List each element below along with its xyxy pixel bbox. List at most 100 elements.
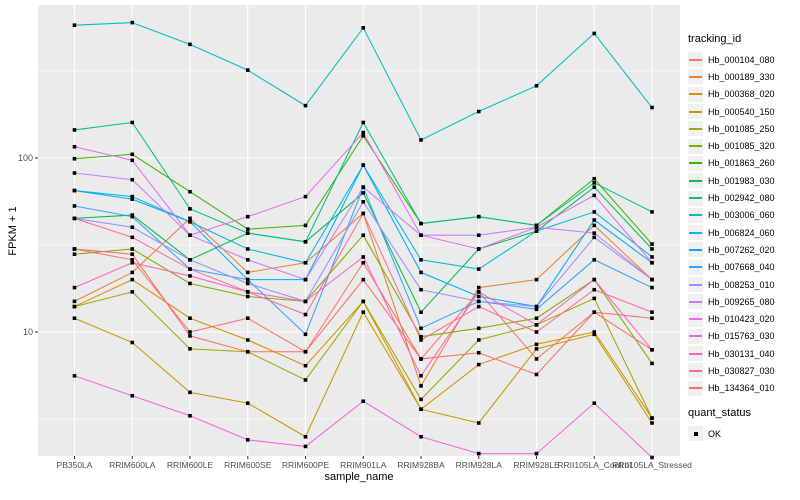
- legend-item: Hb_134364_010: [688, 380, 800, 397]
- legend-item-label: OK: [708, 428, 722, 439]
- data-point: [534, 223, 539, 228]
- legend-item-label: Hb_015763_030: [708, 331, 775, 342]
- data-point: [419, 287, 423, 292]
- legend-item-label: Hb_001863_260: [708, 158, 775, 169]
- data-point: [650, 348, 654, 352]
- legend-key: [688, 190, 703, 206]
- x-tick-label: RRIM928BA: [397, 460, 445, 470]
- black-square-marker-icon: [693, 431, 698, 436]
- legend-items: Hb_000104_080 Hb_000189_330 Hb_000368_020 H…: [688, 51, 800, 397]
- data-point: [245, 68, 250, 72]
- data-point: [130, 393, 135, 398]
- legend-item-label: Hb_007668_040: [708, 262, 775, 273]
- data-point: [130, 235, 135, 240]
- y-tick-label: 10: [23, 327, 33, 337]
- legend-key-ok: [688, 426, 703, 442]
- data-point: [130, 120, 135, 125]
- data-point: [419, 357, 423, 361]
- data-point: [592, 401, 597, 405]
- legend-item-label: Hb_000189_330: [708, 71, 775, 82]
- legend-item: Hb_007668_040: [688, 259, 800, 276]
- legend-line-swatch-icon: [689, 352, 702, 355]
- data-point: [592, 310, 597, 314]
- data-point: [361, 399, 366, 404]
- legend-key: [688, 294, 703, 310]
- data-point: [476, 350, 481, 355]
- data-point: [419, 338, 423, 342]
- data-point: [476, 304, 481, 309]
- legend-key: [688, 121, 703, 137]
- data-point: [303, 349, 308, 354]
- legend-line-swatch-icon: [689, 248, 702, 251]
- data-point: [72, 144, 77, 149]
- data-point: [245, 257, 250, 262]
- data-point: [245, 438, 250, 442]
- legend-line-swatch-icon: [689, 369, 702, 372]
- data-point: [303, 378, 308, 382]
- legend-key: [688, 207, 703, 223]
- legend-key: [688, 346, 703, 362]
- data-point: [650, 277, 654, 282]
- legend-item-label: Hb_000368_020: [708, 89, 775, 100]
- data-point: [303, 277, 308, 282]
- data-point: [476, 290, 481, 294]
- data-point: [650, 285, 654, 290]
- data-point: [419, 326, 423, 331]
- data-point: [650, 242, 654, 246]
- legend-item-label: Hb_007262_020: [708, 244, 775, 255]
- x-tick-label: RRIM600LA: [109, 460, 156, 470]
- data-point: [188, 267, 192, 271]
- data-point: [130, 194, 135, 199]
- data-point: [303, 239, 308, 244]
- data-point: [650, 416, 654, 420]
- data-point: [650, 260, 654, 265]
- legend-item: Hb_030131_040: [688, 345, 800, 362]
- panel-background: [38, 5, 680, 456]
- data-point: [419, 270, 423, 275]
- legend-item-label: Hb_009265_080: [708, 296, 775, 307]
- legend-item-label: Hb_001983_030: [708, 175, 775, 186]
- legend-key: [688, 277, 703, 292]
- data-point: [188, 233, 192, 238]
- legend-item: Hb_008253_010: [688, 276, 800, 293]
- data-point: [188, 316, 192, 321]
- legend-key: [688, 138, 703, 154]
- data-point: [592, 330, 597, 334]
- legend-line-swatch-icon: [689, 197, 702, 200]
- data-point: [476, 267, 481, 271]
- data-point: [130, 290, 135, 294]
- data-point: [534, 225, 539, 230]
- data-point: [534, 347, 539, 351]
- data-point: [361, 163, 366, 167]
- data-point: [130, 257, 135, 262]
- data-point: [592, 277, 597, 282]
- data-point: [534, 357, 539, 361]
- legend-key: [688, 363, 703, 379]
- data-point: [72, 285, 77, 290]
- data-point: [245, 290, 250, 294]
- data-point: [650, 421, 654, 425]
- data-point: [188, 274, 192, 278]
- legend-key: [688, 86, 703, 102]
- data-point: [476, 451, 481, 456]
- data-point: [476, 421, 481, 425]
- legend-line-swatch-icon: [689, 75, 702, 78]
- data-point: [592, 287, 597, 292]
- legend-item: Hb_009265_080: [688, 293, 800, 310]
- data-point: [245, 338, 250, 342]
- data-point: [130, 252, 135, 256]
- legend-line-swatch-icon: [689, 145, 702, 148]
- x-tick-label: RRII105LA_Stressed: [612, 460, 692, 470]
- data-point: [245, 316, 250, 321]
- legend-item: Hb_001983_030: [688, 172, 800, 189]
- data-point: [476, 338, 481, 342]
- data-point: [534, 451, 539, 456]
- data-point: [419, 434, 423, 439]
- data-point: [361, 233, 366, 238]
- data-point: [534, 330, 539, 334]
- legend-item: Hb_000189_330: [688, 68, 800, 85]
- data-point: [188, 216, 192, 221]
- data-point: [130, 260, 135, 265]
- data-point: [476, 247, 481, 251]
- data-point: [361, 200, 366, 204]
